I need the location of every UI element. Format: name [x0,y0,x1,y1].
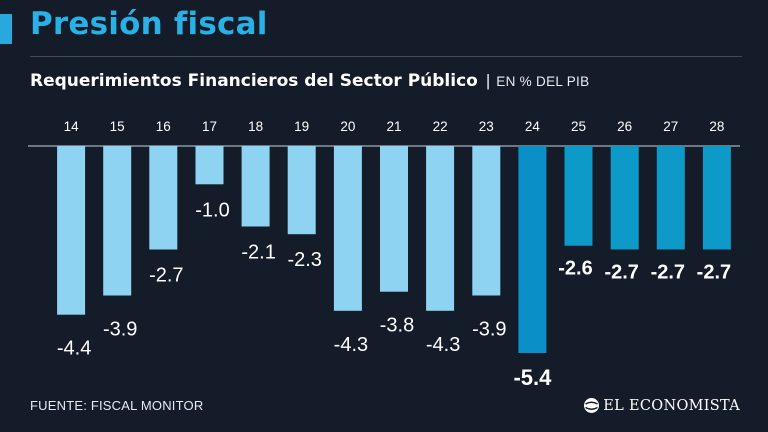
x-tick-label: 15 [110,119,125,134]
data-label-27: -2.7 [651,262,685,284]
x-tick-label: 26 [617,119,632,134]
source-note: FUENTE: FISCAL MONITOR [30,398,204,413]
bar-19 [287,146,316,235]
bar-18 [241,146,270,227]
data-label-21: -3.8 [380,315,414,337]
data-label-26: -2.7 [604,262,638,284]
bar-22 [426,146,455,311]
bar-15 [103,146,132,296]
bar-27 [656,146,685,250]
data-label-14: -4.4 [57,338,91,360]
subtitle-separator: | [485,71,491,90]
title-accent-bar [0,14,12,44]
page-title: Presión fiscal [30,6,268,42]
title-divider [30,56,742,57]
data-label-17: -1.0 [195,199,229,221]
x-tick-label: 20 [340,119,355,134]
x-tick-label: 14 [64,119,80,134]
x-tick-label: 24 [525,119,541,134]
tick-labels-group: 14 15 16 17 18 19 20 21 22 23 24 25 26 27 28 [64,119,725,134]
bar-20 [333,146,362,311]
data-label-20: -4.3 [334,334,368,356]
x-tick-label: 16 [156,119,171,134]
x-tick-label: 28 [709,119,724,134]
bar-25 [564,146,593,246]
bar-23 [472,146,501,296]
data-label-22: -4.3 [426,334,460,356]
brand-name: EL ECONOMISTA [603,397,740,414]
data-label-15: -3.9 [103,319,137,341]
brand-globe-icon [584,398,600,413]
data-label-28: -2.7 [697,262,731,284]
chart-unit-label: EN % DEL PIB [496,74,590,89]
chart-subtitle: Requerimientos Financieros del Sector Pú… [30,71,478,91]
data-label-23: -3.9 [472,319,506,341]
bar-14 [57,146,86,315]
bar-21 [380,146,408,292]
x-tick-label: 17 [202,119,217,134]
x-tick-label: 25 [571,119,586,134]
data-label-18: -2.1 [241,242,275,264]
x-tick-label: 22 [433,119,448,134]
bars-group [57,146,731,353]
x-tick-label: 18 [248,119,263,134]
brand-logo: EL ECONOMISTA [583,397,740,414]
bar-16 [149,146,178,250]
bar-24 [518,146,547,353]
data-label-16: -2.7 [149,265,183,287]
data-label-24: -5.4 [513,365,552,390]
bar-28 [702,146,731,250]
data-labels-group: -4.4 -3.9 -2.7 -1.0 -2.1 -2.3 -4.3 -3.8 -4.3 -3.9… [57,199,731,390]
x-tick-label: 19 [294,119,309,134]
bar-17 [195,146,224,185]
data-label-19: -2.3 [287,249,321,271]
x-tick-label: 27 [663,119,678,134]
bar-26 [610,146,639,250]
bar-chart: 14 15 16 17 18 19 20 21 22 23 24 25 26 27 28 -4.4-3.9-… [28,119,740,390]
chart-subtitle-line: Requerimientos Financieros del Sector Pú… [30,71,589,91]
data-label-25: -2.6 [558,258,592,280]
x-tick-label: 21 [386,119,401,134]
x-tick-label: 23 [479,119,494,134]
